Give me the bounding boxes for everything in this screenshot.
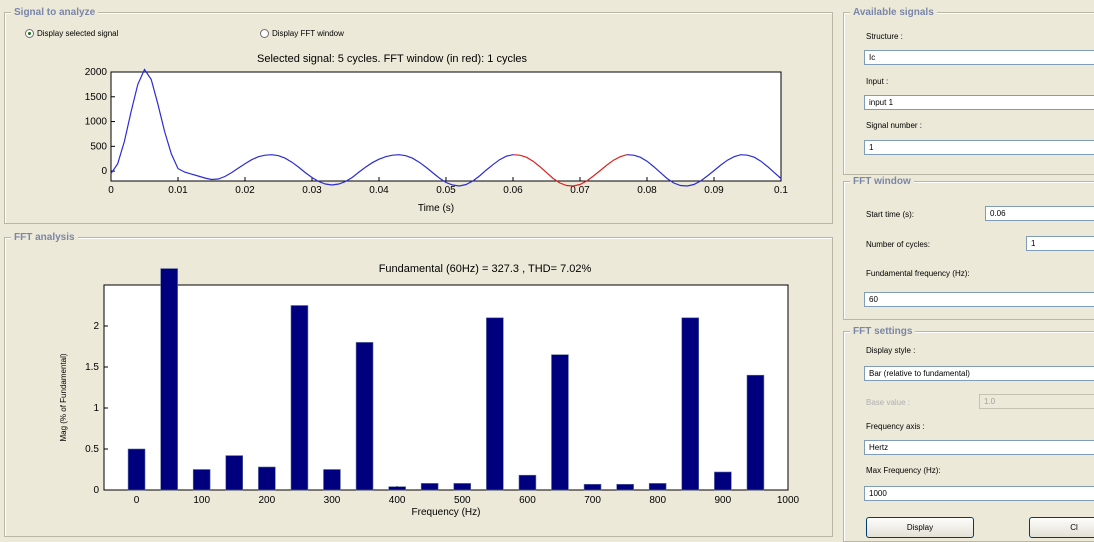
fft-analysis-panel: FFT analysis	[4, 232, 833, 537]
display-style-label: Display style :	[866, 346, 916, 355]
signal-plot-title: Selected signal: 5 cycles. FFT window (i…	[257, 53, 528, 65]
start-time-field[interactable]: 0.06	[985, 206, 1094, 221]
available-signals-panel: Available signals Structure : Ic Input :…	[843, 7, 1094, 175]
fft-settings-title: FFT settings	[850, 326, 916, 337]
signal-number-label: Signal number :	[866, 121, 923, 130]
max-frequency-label: Max Frequency (Hz):	[866, 466, 941, 475]
signal-panel: Signal to analyze Display selected signa…	[4, 7, 833, 224]
structure-select[interactable]: Ic	[864, 50, 1094, 65]
available-signals-title: Available signals	[850, 7, 937, 18]
display-style-select[interactable]: Bar (relative to fundamental)	[864, 366, 1094, 381]
base-value-label: Base value :	[866, 398, 911, 407]
number-of-cycles-field[interactable]: 1	[1026, 236, 1094, 251]
structure-label: Structure :	[866, 32, 903, 41]
signal-panel-title: Signal to analyze	[11, 7, 99, 18]
fft-panel-title: FFT analysis	[11, 232, 78, 243]
radio-on-icon	[25, 29, 34, 38]
fundamental-frequency-label: Fundamental frequency (Hz):	[866, 269, 970, 278]
fft-window-panel: FFT window Start time (s): 0.06 Number o…	[843, 176, 1094, 320]
input-label: Input :	[866, 77, 889, 86]
radio-off-icon	[260, 29, 269, 38]
display-selected-signal-radio[interactable]: Display selected signal	[25, 29, 118, 38]
display-fft-window-label: Display FFT window	[272, 29, 344, 38]
fft-window-title: FFT window	[850, 176, 914, 187]
signal-number-select[interactable]: 1	[864, 140, 1094, 155]
fundamental-frequency-field[interactable]: 60	[864, 292, 1094, 307]
base-value-field[interactable]: 1.0	[979, 394, 1094, 409]
input-select[interactable]: input 1	[864, 95, 1094, 110]
frequency-axis-select[interactable]: Hertz	[864, 440, 1094, 455]
display-button[interactable]: Display	[866, 517, 974, 538]
max-frequency-field[interactable]: 1000	[864, 486, 1094, 501]
close-button[interactable]: Cl	[1029, 517, 1094, 538]
number-of-cycles-label: Number of cycles:	[866, 240, 931, 249]
frequency-axis-label: Frequency axis :	[866, 422, 925, 431]
fft-settings-panel: FFT settings Display style : Bar (relati…	[843, 326, 1094, 542]
display-fft-window-radio[interactable]: Display FFT window	[260, 29, 344, 38]
display-selected-signal-label: Display selected signal	[37, 29, 119, 38]
start-time-label: Start time (s):	[866, 210, 915, 219]
